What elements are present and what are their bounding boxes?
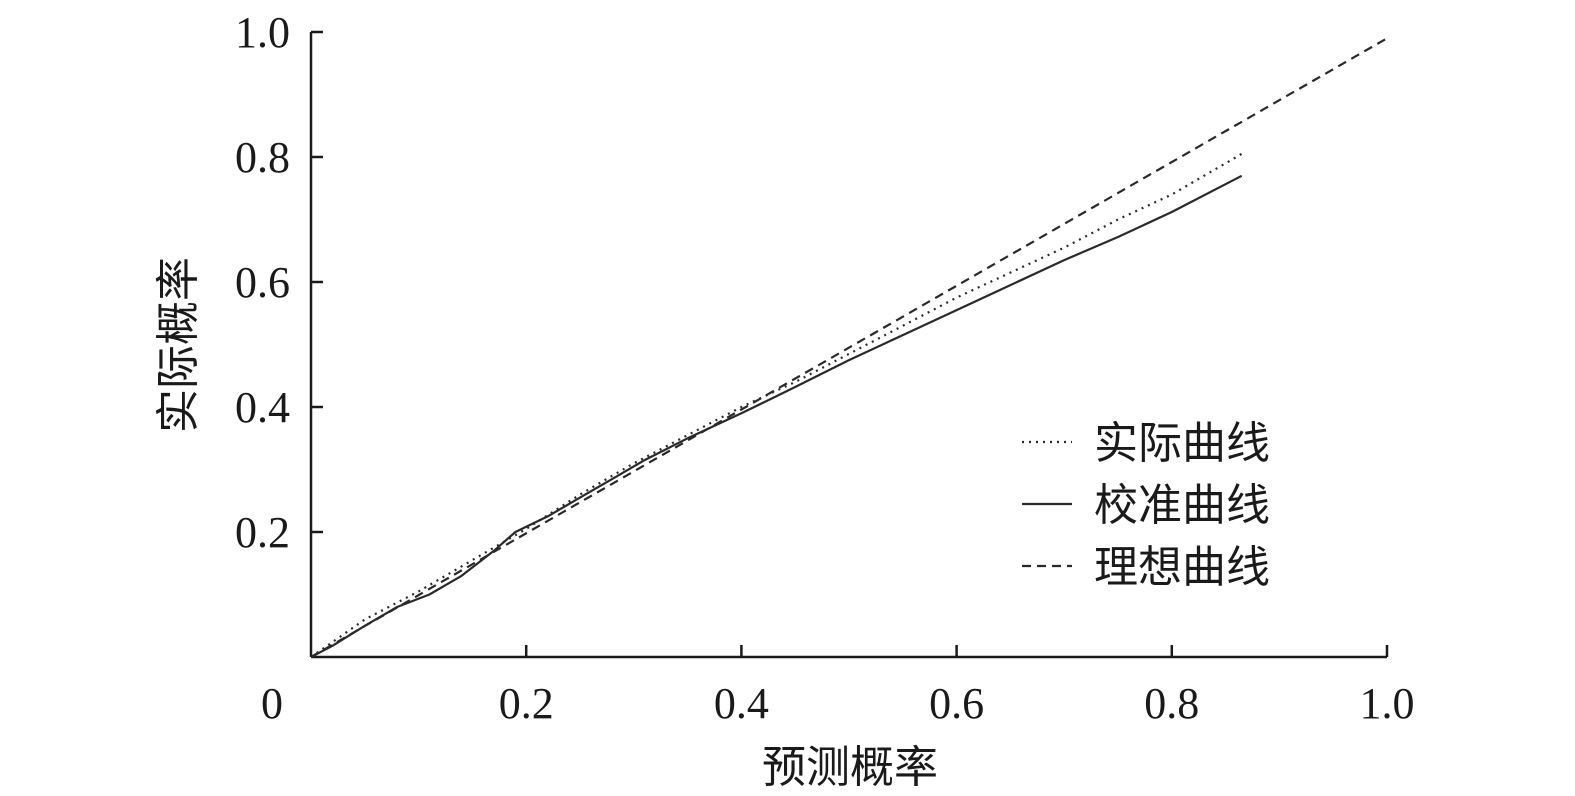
- origin-label: 0: [261, 679, 283, 728]
- x-tick-label: 1.0: [1360, 679, 1415, 728]
- series-lines: [310, 37, 1388, 658]
- y-ticks: 0.2 0.4 0.6 0.8 1.0: [235, 8, 323, 557]
- y-tick-label: 0.6: [235, 258, 290, 307]
- x-ticks: 0.2 0.4 0.6 0.8 1.0: [499, 645, 1415, 728]
- y-axis-title: 实际概率: [153, 257, 204, 433]
- y-tick-label: 0.4: [235, 383, 290, 432]
- y-tick-label: 1.0: [235, 8, 290, 57]
- series-line-dotted: [310, 152, 1243, 658]
- series-line-solid: [310, 174, 1243, 658]
- plot-area: 0.2 0.4 0.6 0.8 1.0 0.2 0.4 0.6 0.8 1.0: [235, 8, 1415, 728]
- legend-label: 理想曲线: [1094, 542, 1270, 593]
- x-tick-label: 0.8: [1144, 679, 1199, 728]
- x-tick-label: 0.2: [499, 679, 554, 728]
- legend-label: 实际曲线: [1094, 418, 1270, 469]
- x-tick-label: 0.4: [714, 679, 769, 728]
- y-tick-label: 0.8: [235, 133, 290, 182]
- legend-label: 校准曲线: [1094, 480, 1270, 531]
- y-tick-label: 0.2: [235, 508, 290, 557]
- series-line-dashed: [310, 37, 1388, 658]
- x-axis-title: 预测概率: [762, 742, 938, 793]
- x-tick-label: 0.6: [929, 679, 984, 728]
